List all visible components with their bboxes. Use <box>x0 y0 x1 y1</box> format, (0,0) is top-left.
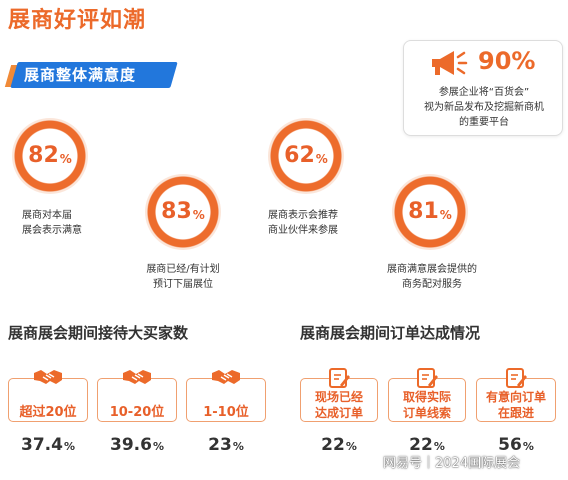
watermark: 网易号｜2024国际展会 <box>383 456 521 471</box>
caption-line: 展商表示会推荐 <box>268 210 338 221</box>
ring-value: 82 <box>28 143 59 168</box>
highlight-line: 参展企业将“百货会” <box>438 87 530 98</box>
ring-value: 83 <box>161 199 192 224</box>
buyer-stat: 39.6% <box>97 435 177 455</box>
buyer-label: 1-10位 <box>203 405 249 420</box>
ring-caption: 展商表示会推荐 商业伙伴来参展 <box>268 208 338 238</box>
handshake-icon <box>123 370 151 384</box>
stat-unit: % <box>345 440 357 453</box>
buyer-stat: 23% <box>186 435 266 455</box>
page-title: 展商好评如潮 <box>8 8 147 33</box>
megaphone-icon <box>432 51 468 75</box>
caption-line: 商务配对服务 <box>402 279 462 290</box>
order-edit-icon <box>506 368 527 388</box>
ring-caption: 展商已经/有计划 预订下届展位 <box>126 262 240 292</box>
stat-unit: % <box>522 440 534 453</box>
stat-unit: % <box>152 440 164 453</box>
ring-unit: % <box>59 152 72 166</box>
buyer-label: 10-20位 <box>109 405 165 420</box>
highlight-value: 90% <box>478 47 536 75</box>
stat-unit: % <box>63 440 75 453</box>
ring-unit: % <box>315 152 328 166</box>
caption-line: 展商对本届 <box>22 210 72 221</box>
ring-caption: 展商满意展会提供的 商务配对服务 <box>372 262 492 292</box>
buyer-card: 10-20位 <box>97 370 177 422</box>
highlight-callout: 90% 参展企业将“百货会” 视为新品发布及挖掘新商机 的重要平台 <box>403 40 563 136</box>
satisfaction-ring: 82% <box>12 118 88 194</box>
order-label: 现场已经 达成订单 <box>301 389 377 421</box>
order-label-line: 订单线索 <box>402 406 451 420</box>
satisfaction-ring: 81% <box>392 174 468 250</box>
stat-value: 22 <box>409 435 433 455</box>
ring-unit: % <box>439 208 452 222</box>
ring-value: 62 <box>284 143 315 168</box>
buyer-card: 超过20位 <box>8 370 88 422</box>
caption-line: 展会表示满意 <box>22 225 82 236</box>
order-label-line: 有意向订单 <box>485 390 546 404</box>
order-stat: 22% <box>388 435 466 455</box>
order-label-line: 取得实际 <box>402 390 451 404</box>
order-edit-icon <box>329 368 350 388</box>
highlight-line: 视为新品发布及挖掘新商机 <box>424 102 544 113</box>
stat-value: 56 <box>498 435 522 455</box>
order-label-line: 在跟进 <box>497 406 534 420</box>
handshake-icon <box>212 370 240 384</box>
stat-unit: % <box>232 440 244 453</box>
highlight-text: 参展企业将“百货会” 视为新品发布及挖掘新商机 的重要平台 <box>408 85 560 130</box>
order-card: 有意向订单 在跟进 <box>476 368 556 422</box>
orders-heading: 展商展会期间订单达成情况 <box>300 324 481 342</box>
buyer-stat: 37.4% <box>8 435 88 455</box>
order-card: 取得实际 订单线索 <box>388 368 466 422</box>
stat-value: 22 <box>321 435 345 455</box>
ring-value: 81 <box>408 199 439 224</box>
order-label-line: 达成订单 <box>314 406 363 420</box>
caption-line: 商业伙伴来参展 <box>268 225 338 236</box>
buyer-card: 1-10位 <box>186 370 266 422</box>
order-stat: 56% <box>476 435 556 455</box>
caption-line: 预订下届展位 <box>153 279 213 290</box>
ring-caption: 展商对本届 展会表示满意 <box>22 208 82 238</box>
highlight-line: 的重要平台 <box>459 117 509 128</box>
order-label: 取得实际 订单线索 <box>389 389 465 421</box>
satisfaction-ring: 62% <box>268 118 344 194</box>
order-stat: 22% <box>300 435 378 455</box>
ribbon-heading: 展商整体满意度 <box>24 66 137 84</box>
caption-line: 展商已经/有计划 <box>146 264 220 275</box>
buyer-label: 超过20位 <box>19 405 77 420</box>
order-label: 有意向订单 在跟进 <box>477 389 555 421</box>
section-ribbon: 展商整体满意度 <box>4 62 178 88</box>
buyers-heading: 展商展会期间接待大买家数 <box>8 324 189 342</box>
caption-line: 展商满意展会提供的 <box>387 264 477 275</box>
stat-unit: % <box>433 440 445 453</box>
stat-value: 23 <box>208 435 232 455</box>
stat-value: 39.6 <box>110 435 152 455</box>
order-edit-icon <box>417 368 438 388</box>
handshake-icon <box>34 370 62 384</box>
order-label-line: 现场已经 <box>314 390 363 404</box>
order-card: 现场已经 达成订单 <box>300 368 378 422</box>
ring-unit: % <box>192 208 205 222</box>
stat-value: 37.4 <box>21 435 63 455</box>
satisfaction-ring: 83% <box>145 174 221 250</box>
